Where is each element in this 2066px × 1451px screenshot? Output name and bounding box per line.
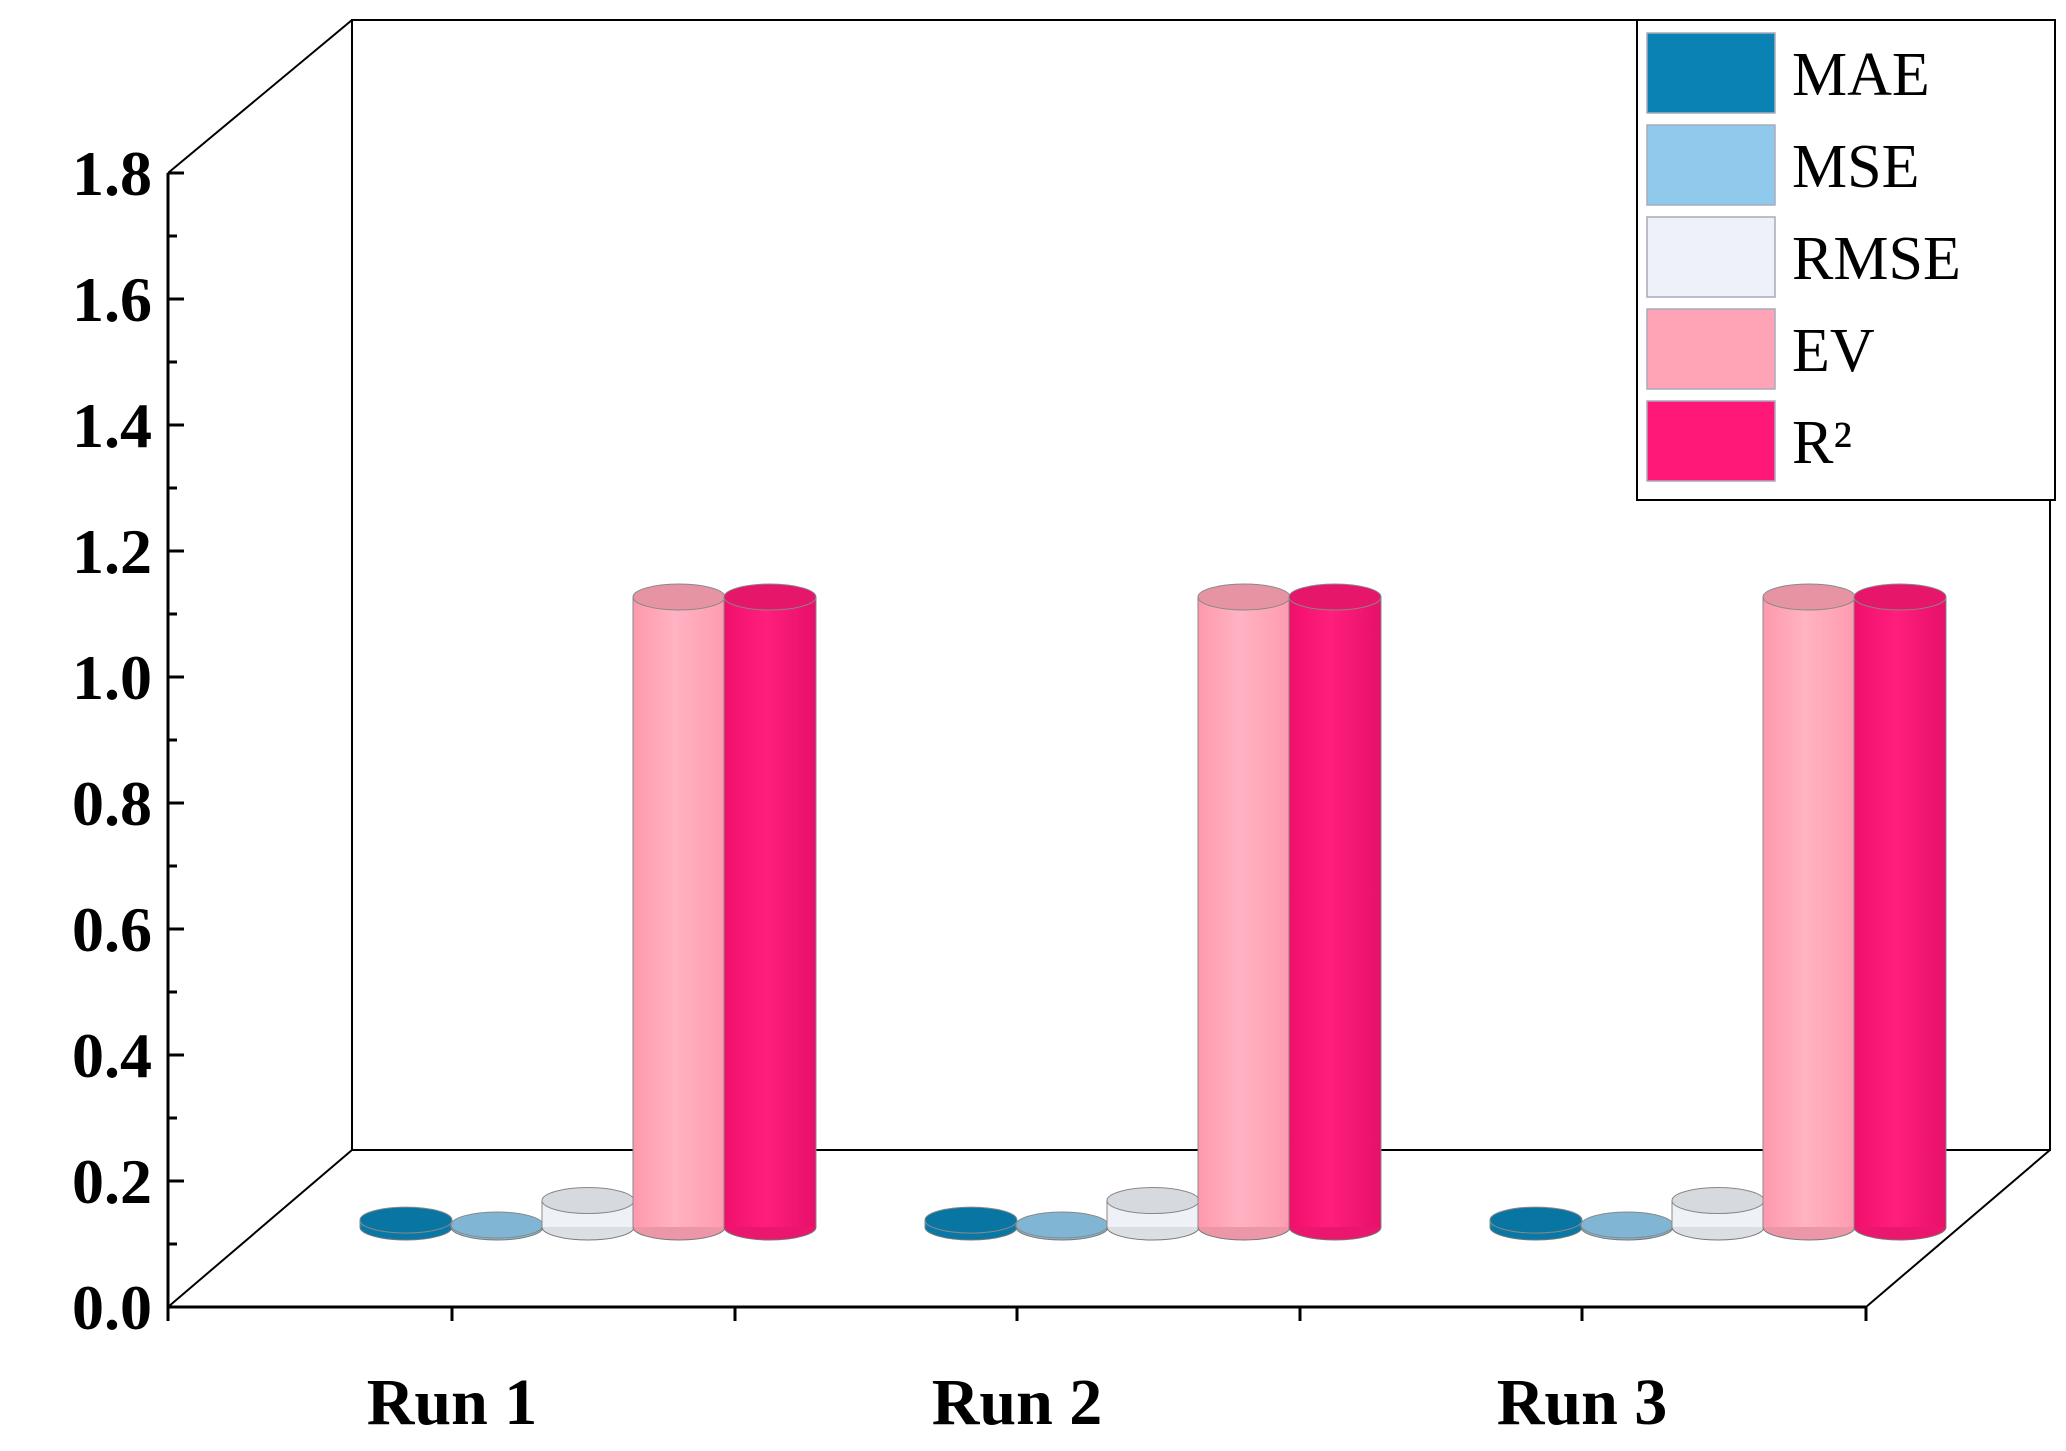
bars: [359, 583, 1947, 1241]
bar-mse-run1: [450, 1211, 544, 1241]
legend-swatch: [1646, 308, 1776, 390]
legend-label: EV: [1792, 317, 1875, 385]
legend-label: RMSE: [1792, 225, 1961, 293]
bar-rmse-run1: [541, 1187, 635, 1241]
y-tick-label: 0.6: [72, 894, 152, 965]
bar-mae-run2: [924, 1206, 1018, 1241]
bar-mae-run3: [1489, 1206, 1583, 1241]
bar-mae-run1: [359, 1206, 453, 1241]
legend-item: MAE: [1646, 32, 1930, 114]
bar-r2-run3: [1853, 583, 1947, 1241]
bar-ev-run2: [1197, 583, 1291, 1241]
legend-swatch: [1646, 400, 1776, 482]
legend-swatch: [1646, 216, 1776, 298]
x-axis: Run 1 Run 2 Run 3: [166, 1305, 1868, 1439]
legend-swatch: [1646, 124, 1776, 206]
bar-r2-run2: [1288, 583, 1382, 1241]
legend: MAE MSE RMSE EV R²: [1636, 19, 2056, 501]
legend-item: RMSE: [1646, 216, 1961, 298]
bar-ev-run3: [1762, 583, 1856, 1241]
y-tick-label: 0.8: [72, 768, 152, 839]
y-tick-label: 0.0: [72, 1272, 152, 1343]
bar-r2-run1: [723, 583, 817, 1241]
bar-mse-run2: [1015, 1211, 1109, 1241]
legend-item: EV: [1646, 308, 1875, 390]
x-tick-label: Run 1: [367, 1366, 538, 1439]
y-tick-label: 1.4: [72, 390, 152, 461]
y-tick-label: 0.2: [72, 1146, 152, 1217]
y-tick-label: 1.0: [72, 642, 152, 713]
legend-label: R²: [1792, 409, 1852, 477]
bar-mse-run3: [1580, 1211, 1674, 1241]
legend-item: MSE: [1646, 124, 1919, 206]
x-tick-label: Run 3: [1497, 1366, 1668, 1439]
bar-rmse-run3: [1671, 1187, 1765, 1241]
legend-item: R²: [1646, 400, 1852, 482]
left-wall-top: [167, 19, 353, 174]
legend-swatch: [1646, 32, 1776, 114]
y-axis: 0.0 0.2 0.4 0.6 0.8 1.0 1.2 1.4 1.6 1.8: [72, 138, 184, 1343]
y-tick-label: 1.2: [72, 516, 152, 587]
y-tick-label: 1.6: [72, 264, 152, 335]
legend-label: MSE: [1792, 133, 1919, 201]
legend-label: MAE: [1792, 41, 1930, 109]
bar-ev-run1: [632, 583, 726, 1241]
y-tick-label: 1.8: [72, 138, 152, 209]
bar-rmse-run2: [1106, 1187, 1200, 1241]
x-tick-label: Run 2: [932, 1366, 1103, 1439]
y-tick-label: 0.4: [72, 1020, 152, 1091]
